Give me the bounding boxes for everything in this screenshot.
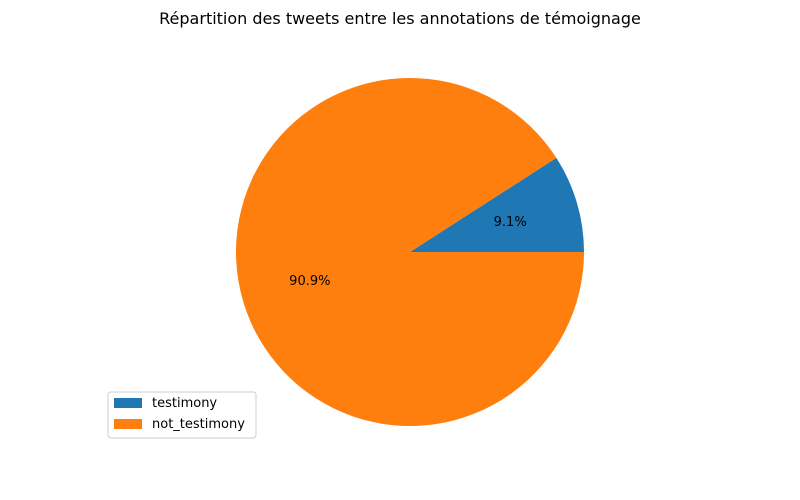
pie-slices [235,78,584,427]
legend-label-not-testimony: not_testimony [152,417,245,432]
legend-swatch-testimony [114,398,142,408]
legend-swatch-not-testimony [114,419,142,429]
legend-frame [107,391,257,439]
pie-slice-testimony [410,157,584,252]
legend: testimony not_testimony [107,391,257,439]
legend-label-testimony: testimony [152,396,217,411]
pie-slice-not-testimony [235,78,584,427]
slice-label-testimony: 9.1% [494,215,527,230]
pie-slice-labels: 9.1% 90.9% [289,215,526,289]
legend-items: testimony not_testimony [114,396,245,432]
slice-label-not-testimony: 90.9% [289,274,330,289]
chart-title: Répartition des tweets entre les annotat… [159,9,641,28]
